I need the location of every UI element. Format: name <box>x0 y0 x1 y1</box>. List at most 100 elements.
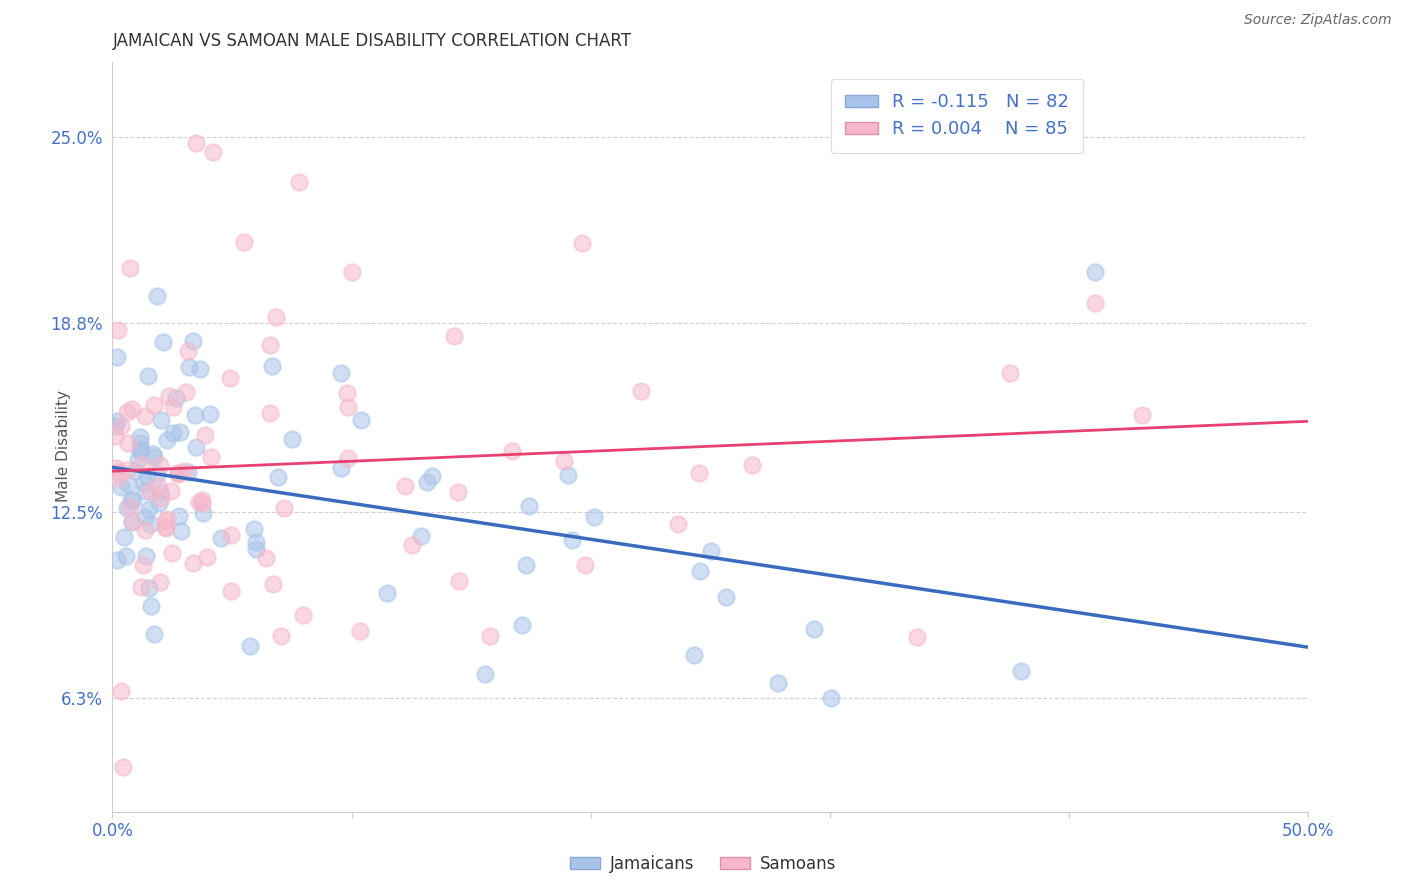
Point <box>117 404 139 418</box>
Point <box>336 400 359 414</box>
Point <box>150 491 173 505</box>
Point <box>239 639 262 653</box>
Point <box>243 522 266 536</box>
Point <box>198 407 221 421</box>
Point <box>349 624 371 639</box>
Text: JAMAICAN VS SAMOAN MALE DISABILITY CORRELATION CHART: JAMAICAN VS SAMOAN MALE DISABILITY CORRE… <box>112 32 631 50</box>
Point <box>138 368 160 383</box>
Point <box>115 549 138 563</box>
Point <box>264 310 287 324</box>
Point <box>1130 408 1153 422</box>
Point <box>820 690 842 705</box>
Point <box>1010 664 1032 678</box>
Point <box>160 546 183 560</box>
Point <box>337 451 360 466</box>
Point <box>270 630 292 644</box>
Point <box>262 359 284 373</box>
Point <box>714 591 737 605</box>
Point <box>394 479 416 493</box>
Point <box>201 145 224 160</box>
Point <box>1083 265 1105 279</box>
Point <box>105 350 128 364</box>
Point <box>131 457 153 471</box>
Point <box>447 485 470 500</box>
Legend: R = -0.115   N = 82, R = 0.004    N = 85: R = -0.115 N = 82, R = 0.004 N = 85 <box>831 79 1084 153</box>
Point <box>689 564 711 578</box>
Point <box>105 553 128 567</box>
Point <box>209 531 232 545</box>
Point <box>105 414 128 428</box>
Point <box>183 556 205 570</box>
Point <box>167 467 190 481</box>
Point <box>117 477 139 491</box>
Point <box>515 558 537 572</box>
Point <box>169 524 191 538</box>
Point <box>120 492 142 507</box>
Point <box>259 406 281 420</box>
Point <box>177 343 200 358</box>
Point <box>121 401 143 416</box>
Point <box>273 501 295 516</box>
Point <box>167 467 190 481</box>
Point <box>167 508 190 523</box>
Point <box>134 483 156 498</box>
Point <box>557 467 579 482</box>
Point <box>219 584 242 599</box>
Point <box>221 528 243 542</box>
Point <box>517 499 540 513</box>
Point <box>149 413 172 427</box>
Point <box>134 409 156 423</box>
Point <box>166 391 188 405</box>
Point <box>630 384 652 399</box>
Point <box>104 428 127 442</box>
Point <box>155 521 177 535</box>
Point <box>184 440 207 454</box>
Point <box>336 386 359 401</box>
Point <box>121 514 143 528</box>
Point <box>195 549 218 564</box>
Point <box>107 465 129 479</box>
Point <box>218 371 240 385</box>
Point <box>173 464 195 478</box>
Point <box>110 480 132 494</box>
Point <box>115 501 138 516</box>
Point <box>148 478 170 492</box>
Point <box>415 475 437 489</box>
Point <box>129 429 152 443</box>
Point <box>420 468 443 483</box>
Point <box>329 366 352 380</box>
Point <box>138 582 160 596</box>
Point <box>115 463 138 477</box>
Point <box>905 630 928 644</box>
Point <box>104 461 127 475</box>
Point <box>186 136 208 151</box>
Point <box>262 577 284 591</box>
Point <box>188 494 211 508</box>
Point <box>245 535 267 549</box>
Point <box>292 607 315 622</box>
Point <box>153 519 176 533</box>
Point <box>107 323 129 337</box>
Point <box>129 580 152 594</box>
Point <box>191 506 214 520</box>
Point <box>510 618 533 632</box>
Point <box>107 471 129 485</box>
Point <box>162 426 184 441</box>
Point <box>553 454 575 468</box>
Point <box>200 450 222 464</box>
Point <box>682 648 704 662</box>
Point <box>574 558 596 572</box>
Point <box>288 175 311 189</box>
Point <box>803 622 825 636</box>
Point <box>188 362 211 376</box>
Point <box>280 432 302 446</box>
Legend: Jamaicans, Samoans: Jamaicans, Samoans <box>564 848 842 880</box>
Point <box>134 475 156 490</box>
Point <box>688 466 710 480</box>
Point <box>121 515 143 529</box>
Point <box>254 550 277 565</box>
Point <box>141 599 163 613</box>
Point <box>128 436 150 450</box>
Point <box>401 538 423 552</box>
Point <box>245 542 267 557</box>
